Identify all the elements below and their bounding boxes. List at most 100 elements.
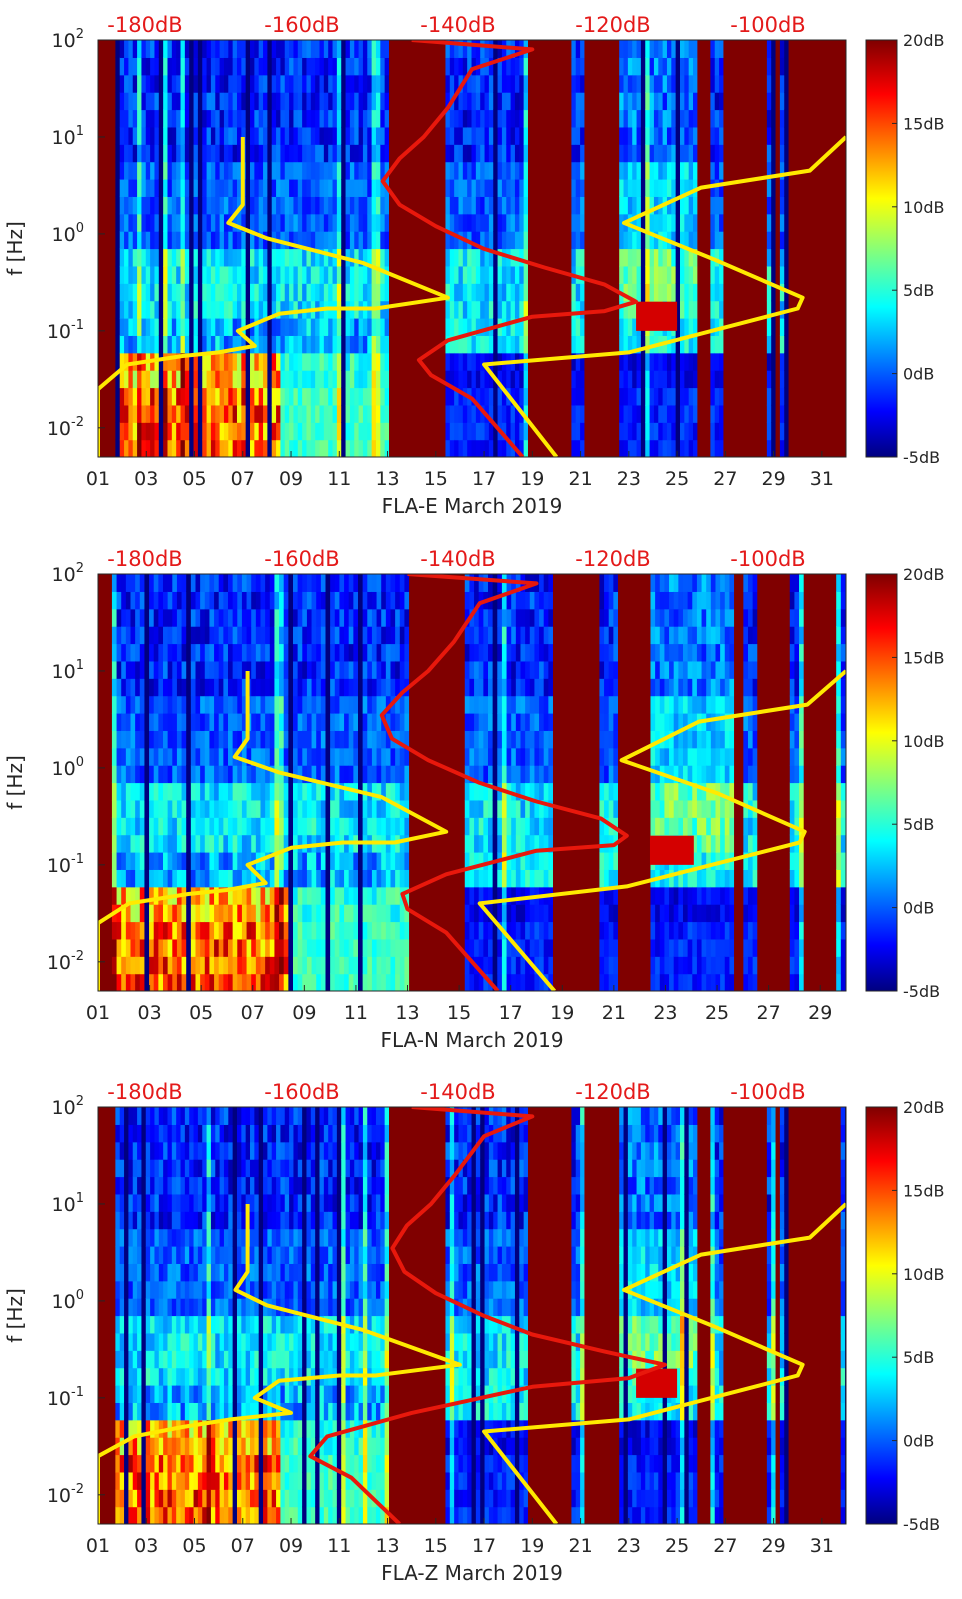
spectrogram-cell — [204, 921, 211, 940]
spectrogram-cell — [237, 938, 243, 957]
spectrogram-cell — [274, 956, 280, 975]
spectrogram-cell — [255, 747, 262, 766]
spectrogram-cell — [404, 834, 410, 853]
spectrogram-cell — [475, 40, 481, 58]
spectrogram-cell — [380, 74, 386, 93]
spectrogram-cell — [167, 283, 173, 302]
spectrogram-cell — [688, 404, 694, 423]
spectrogram-cell — [487, 747, 494, 766]
spectrogram-cell — [376, 782, 382, 801]
spectrogram-cell — [167, 126, 173, 145]
spectrogram-cell — [469, 834, 475, 853]
spectrogram-cell — [483, 747, 489, 766]
spectrogram-cell — [471, 370, 477, 389]
spectrogram-cell — [693, 57, 698, 76]
spectrogram-cell — [688, 352, 694, 371]
spectrogram-cell — [124, 300, 130, 319]
spectrogram-cell — [297, 799, 303, 818]
spectrogram-cell — [779, 265, 785, 284]
spectrogram-cell — [469, 574, 475, 592]
spectrogram-cell — [380, 318, 386, 336]
spectrogram-cell — [265, 852, 271, 870]
spectrogram-cell — [719, 422, 725, 441]
spectrogram-cell — [184, 144, 190, 163]
spectrogram-cell — [488, 74, 494, 93]
spectrogram-cell — [214, 626, 220, 645]
spectrogram-cell — [613, 695, 619, 714]
spectrogram-cell — [236, 74, 242, 93]
spectrogram-cell — [283, 938, 289, 957]
spectrogram-cell — [154, 92, 160, 111]
spectrogram-cell — [636, 439, 642, 457]
spectrogram-cell — [218, 799, 224, 818]
spectrogram-cell — [163, 144, 169, 163]
spectrogram-cell — [283, 921, 289, 940]
spectrogram-cell — [306, 626, 313, 645]
spectrogram-cell — [223, 643, 229, 662]
spectrogram-cell — [269, 799, 276, 818]
spectrogram-cell — [302, 852, 308, 870]
spectrogram-cell — [492, 660, 498, 679]
spectrogram-cell — [139, 921, 146, 940]
spectrogram-cell — [636, 196, 642, 215]
spectrogram-cell — [404, 817, 410, 836]
spectrogram-cell — [395, 643, 401, 662]
spectrogram-cell — [349, 231, 355, 250]
spectrogram-cell — [116, 695, 122, 714]
spectrogram-cell — [655, 574, 661, 592]
spectrogram-cell — [189, 179, 195, 197]
saturated-column — [836, 40, 842, 457]
spectrogram-cell — [141, 213, 147, 232]
spectrogram-cell — [241, 799, 248, 818]
spectrogram-cell — [480, 126, 486, 145]
spectrogram-cell — [121, 782, 127, 801]
spectrogram-cell — [688, 179, 694, 197]
spectrogram-cell — [619, 370, 625, 389]
spectrogram-cell — [319, 352, 325, 371]
spectrogram-cell — [471, 144, 477, 163]
spectrogram-cell — [627, 248, 633, 267]
spectrogram-cell — [675, 92, 681, 111]
spectrogram-cell — [297, 921, 303, 940]
spectrogram-cell — [381, 904, 387, 923]
spectrogram-cell — [659, 574, 666, 592]
spectrogram-cell — [116, 921, 122, 940]
spectrogram-cell — [302, 921, 308, 940]
spectrogram-cell — [293, 387, 299, 406]
spectrogram-cell — [316, 782, 322, 801]
spectrogram-cell — [323, 213, 329, 232]
spectrogram-cell — [548, 747, 554, 766]
spectrogram-cell — [348, 973, 354, 991]
spectrogram-cell — [658, 74, 664, 93]
spectrogram-cell — [534, 765, 540, 784]
spectrogram-cell — [362, 74, 368, 93]
spectrogram-cell — [141, 370, 147, 389]
spectrogram-cell — [684, 248, 690, 267]
spectrogram-cell — [172, 921, 178, 940]
spectrogram-cell — [766, 144, 772, 163]
spectrogram-cell — [195, 938, 201, 957]
spectrogram-cell — [336, 40, 342, 58]
spectrogram-cell — [124, 370, 130, 389]
spectrogram-cell — [469, 938, 475, 957]
spectrogram-cell — [128, 265, 134, 284]
spectrogram-cell — [289, 196, 295, 215]
spectrogram-cell — [228, 74, 234, 93]
spectrogram-cell — [167, 387, 173, 406]
spectrogram-cell — [493, 283, 499, 302]
spectrogram-cell — [604, 817, 610, 836]
spectrogram-cell — [779, 196, 785, 215]
spectrogram-cell — [311, 765, 317, 784]
spectrogram-cell — [339, 660, 345, 679]
spectrogram-cell — [218, 765, 224, 784]
spectrogram-cell — [341, 370, 347, 389]
spectrogram-cell — [145, 300, 151, 319]
spectrogram-cell — [514, 213, 520, 232]
spectrogram-cell — [662, 352, 668, 371]
spectrogram-cell — [297, 678, 303, 697]
spectrogram-cell — [534, 660, 540, 679]
spectrogram-cell — [135, 730, 141, 749]
spectrogram-cell — [523, 265, 529, 284]
spectrogram-cell — [202, 248, 208, 267]
spectrogram-cell — [125, 643, 132, 662]
